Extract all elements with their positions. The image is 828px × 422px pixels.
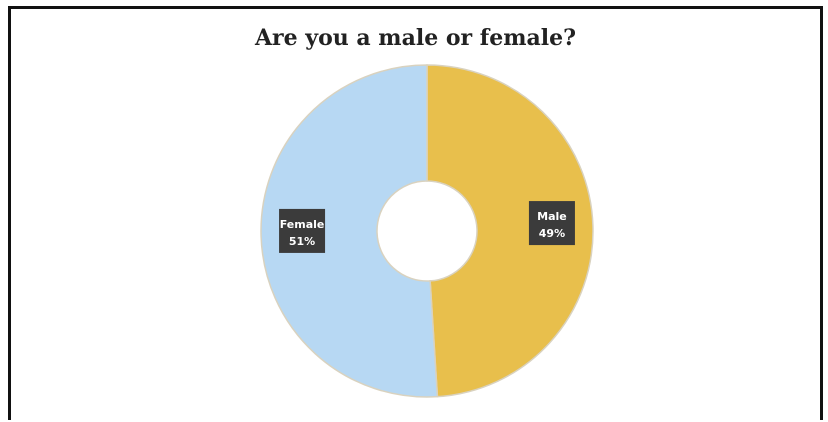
slice-female xyxy=(260,64,439,398)
slice-label-male: Male 49% xyxy=(528,201,575,246)
slice-category-label: Female xyxy=(280,218,325,231)
slice-label-box xyxy=(279,208,326,253)
chart-title: Are you a male or female? xyxy=(254,25,577,51)
slice-value-label: 51% xyxy=(289,235,315,248)
slice-value-label: 49% xyxy=(539,227,565,240)
slice-category-label: Male xyxy=(537,210,567,223)
slice-male xyxy=(426,64,594,398)
slice-label-female: Female 51% xyxy=(279,208,326,253)
slice-label-box xyxy=(528,201,575,246)
slice-labels: Male 49% Female 51% xyxy=(279,201,575,253)
donut-slices xyxy=(260,64,594,398)
